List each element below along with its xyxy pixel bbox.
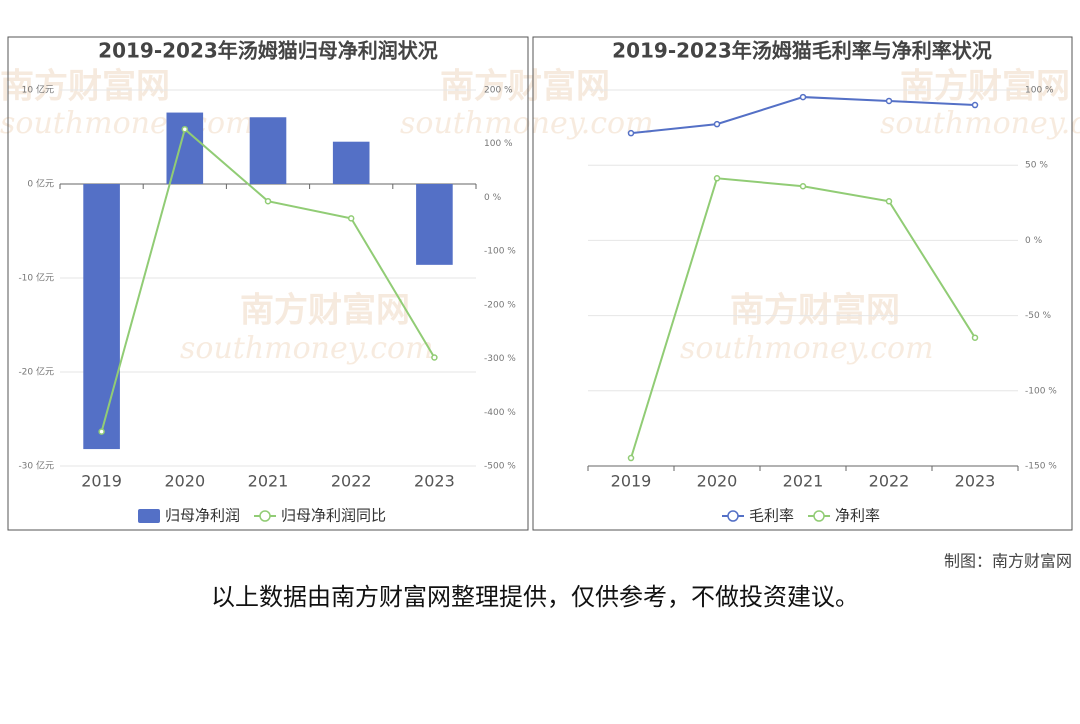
legend-swatch: [727, 510, 739, 522]
x-tick-label: 2021: [783, 472, 824, 491]
chart-title: 2019-2023年汤姆猫毛利率与净利率状况: [612, 39, 992, 63]
point: [347, 215, 355, 222]
watermark: 南方财富网: [0, 67, 170, 107]
watermark: southmoney.com: [680, 331, 934, 366]
point: [713, 120, 721, 128]
chart-frame: [7, 36, 529, 531]
legend-swatch: [138, 509, 160, 523]
legend-label: 归母净利润: [165, 507, 240, 525]
y-tick-label: -30 亿元: [18, 460, 54, 472]
point: [971, 334, 979, 341]
chart-frame: [532, 36, 1073, 531]
watermark: southmoney.com: [880, 106, 1080, 141]
legend-label: 毛利率: [749, 507, 794, 525]
y2-tick-label: -100 %: [484, 247, 516, 257]
y2-tick-label: -150 %: [1025, 462, 1057, 472]
point: [98, 428, 105, 435]
x-tick-label: 2021: [248, 472, 289, 491]
y2-tick-label: -100 %: [1025, 386, 1057, 396]
watermark: southmoney.com: [400, 106, 654, 141]
y2-tick-label: 50 %: [1025, 161, 1048, 171]
disclaimer: 以上数据由南方财富网整理提供，仅供参考，不做投资建议。: [211, 583, 859, 611]
chart-title: 2019-2023年汤姆猫归母净利润状况: [98, 39, 438, 63]
y2-tick-label: -50 %: [1025, 311, 1052, 321]
y-tick-label: -10 亿元: [18, 272, 54, 284]
watermark: southmoney.com: [0, 106, 254, 141]
x-tick-label: 2022: [331, 472, 372, 491]
legend-swatch: [813, 510, 825, 522]
point: [181, 125, 189, 133]
y2-tick-label: 100 %: [484, 139, 513, 149]
y2-tick-label: -300 %: [484, 354, 516, 364]
x-tick-label: 2019: [611, 472, 652, 491]
point: [713, 175, 721, 182]
y-tick-label: -20 亿元: [18, 366, 54, 378]
point: [799, 93, 807, 101]
y-tick-label: 10 亿元: [22, 84, 54, 96]
watermark: southmoney.com: [180, 331, 434, 366]
watermark: 南方财富网: [440, 67, 610, 107]
bar: [416, 184, 453, 265]
y2-tick-label: 0 %: [1025, 236, 1043, 246]
y2-tick-label: 0 %: [484, 193, 502, 203]
point: [627, 129, 635, 137]
point: [885, 198, 893, 205]
y2-tick-label: 100 %: [1025, 86, 1054, 96]
watermark: 南方财富网: [900, 67, 1070, 107]
bar: [332, 141, 370, 184]
x-tick-label: 2019: [81, 472, 122, 491]
watermark: 南方财富网: [730, 291, 900, 331]
bar: [249, 117, 287, 184]
x-tick-label: 2023: [414, 472, 455, 491]
x-tick-label: 2022: [869, 472, 910, 491]
x-tick-label: 2023: [955, 472, 996, 491]
bar: [83, 184, 120, 450]
watermark: 南方财富网: [240, 291, 410, 331]
legend-label: 净利率: [835, 507, 880, 525]
point: [799, 183, 807, 190]
y-tick-label: 0 亿元: [27, 178, 54, 190]
point: [264, 197, 272, 205]
credit: 制图：南方财富网: [944, 552, 1072, 571]
y2-tick-label: -200 %: [484, 300, 516, 310]
point: [971, 101, 979, 109]
x-tick-label: 2020: [164, 472, 205, 491]
point: [627, 454, 635, 462]
x-tick-label: 2020: [697, 472, 738, 491]
legend-label: 归母净利润同比: [281, 507, 386, 525]
y2-tick-label: -500 %: [484, 462, 516, 472]
point: [885, 97, 893, 105]
watermarks: 南方财富网 southmoney.com 南方财富网 southmoney.co…: [0, 67, 1080, 367]
point: [431, 354, 438, 361]
legend-swatch: [259, 510, 271, 522]
y2-tick-label: -400 %: [484, 408, 516, 418]
y2-tick-label: 200 %: [484, 86, 513, 96]
